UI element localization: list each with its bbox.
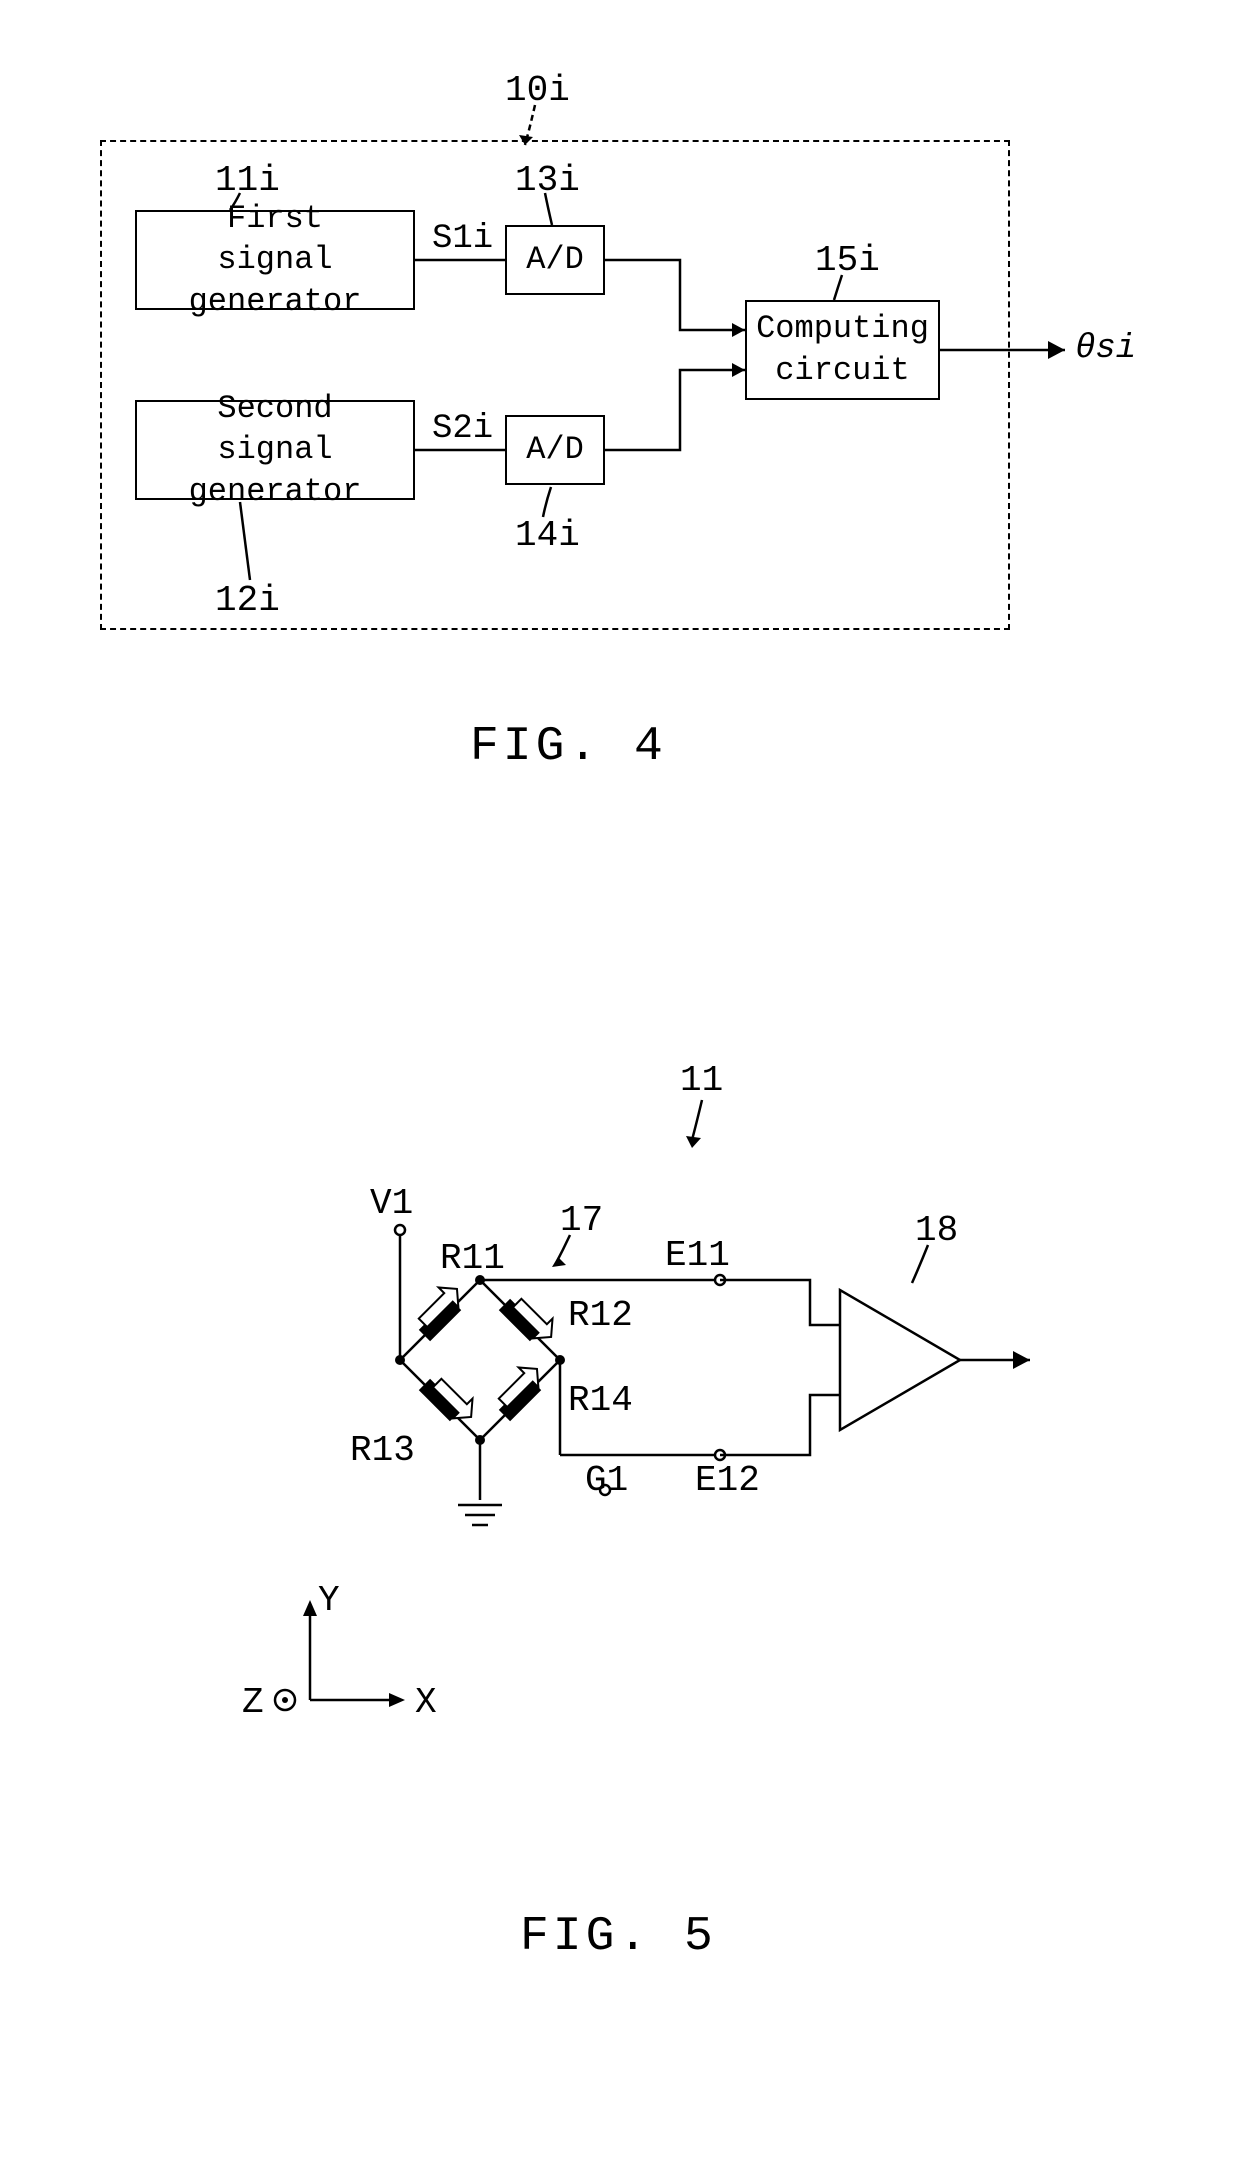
signal-s2i: S2i	[432, 410, 493, 448]
axis-x: X	[415, 1682, 437, 1723]
fig5-caption: FIG. 5	[520, 1910, 717, 1964]
signal-s1i: S1i	[432, 220, 493, 258]
label-r14: R14	[568, 1380, 633, 1421]
fig4-caption: FIG. 4	[470, 720, 667, 774]
figure-5: 11 17 18	[200, 1060, 1040, 2010]
fig4-wires	[100, 80, 1150, 680]
label-e12: E12	[695, 1460, 760, 1501]
signal-theta-si: θsi	[1075, 330, 1136, 368]
axis-y: Y	[318, 1580, 340, 1621]
label-r13: R13	[350, 1430, 415, 1471]
label-r11: R11	[440, 1238, 505, 1279]
figure-4: 10i First signal generator 11i Second si…	[100, 80, 1140, 780]
label-r12: R12	[568, 1295, 633, 1336]
axis-z: Z	[242, 1682, 264, 1723]
label-e11: E11	[665, 1235, 730, 1276]
label-v1: V1	[370, 1183, 413, 1224]
label-g1: G1	[585, 1460, 628, 1501]
